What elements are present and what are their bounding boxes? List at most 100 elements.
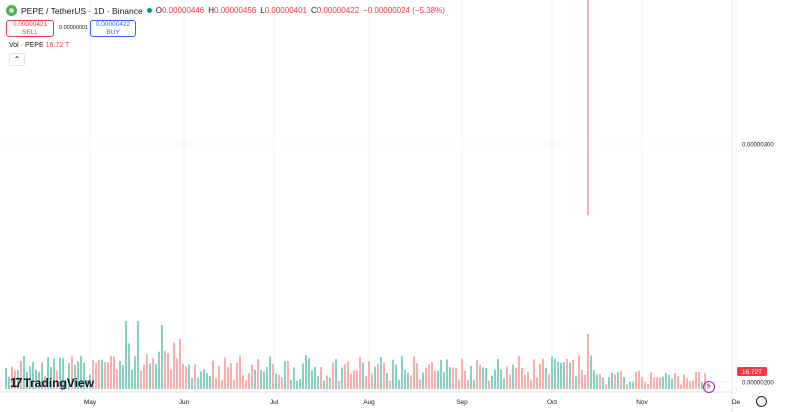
spread-value: 0.00000001	[59, 25, 89, 31]
volume-legend-value: 16.72 T	[45, 42, 70, 49]
volume-bar	[197, 377, 199, 389]
volume-bar	[50, 367, 52, 389]
volume-bar	[125, 321, 127, 389]
volume-bar	[428, 364, 430, 389]
volume-bar	[431, 362, 433, 389]
volume-bar	[644, 382, 646, 389]
x-tick-label: Nov	[636, 399, 648, 406]
sell-button[interactable]: 0.00000421 SELL	[6, 20, 54, 37]
volume-bar	[623, 377, 625, 389]
sell-label: SELL	[22, 29, 38, 36]
volume-bar	[158, 351, 160, 389]
volume-bar	[602, 377, 604, 389]
volume-bar	[320, 366, 322, 389]
volume-bar	[77, 361, 79, 389]
volume-bar	[353, 370, 355, 389]
buy-button[interactable]: 0.00000422 BUY	[90, 20, 136, 37]
volume-bar	[614, 374, 616, 389]
volume-bar	[38, 371, 40, 389]
lightning-icon[interactable]: ϟ	[703, 381, 715, 393]
volume-bar	[32, 362, 34, 389]
volume-bar	[74, 364, 76, 389]
chevron-up-icon: ⌃	[13, 55, 21, 64]
volume-bar	[17, 370, 19, 389]
volume-bar	[401, 355, 403, 389]
volume-bar	[656, 377, 658, 389]
volume-bar	[149, 363, 151, 389]
volume-bar	[548, 374, 550, 389]
volume-bar	[455, 368, 457, 389]
tradingview-logo[interactable]: 17 TradingView	[10, 375, 94, 390]
tradingview-icon: 17	[10, 375, 23, 390]
volume-bar	[629, 381, 631, 389]
volume-bar	[11, 366, 13, 389]
volume-bar	[299, 378, 301, 389]
collapse-legend-button[interactable]: ⌃	[9, 53, 25, 66]
volume-bar	[29, 366, 31, 389]
volume-bar	[500, 369, 502, 389]
volume-tag	[737, 367, 767, 376]
volume-bar	[473, 379, 475, 389]
volume-tag-label: 16.72T	[742, 369, 762, 376]
x-tick-label: Oct	[547, 399, 557, 406]
volume-bar	[80, 356, 82, 389]
volume-bar	[389, 380, 391, 389]
volume-bar	[416, 363, 418, 389]
volume-bar	[506, 366, 508, 389]
volume-bar	[518, 356, 520, 389]
volume-legend[interactable]: Vol · PEPE 16.72 T	[9, 42, 69, 49]
x-tick-label: Aug	[363, 399, 375, 406]
volume-bar	[308, 357, 310, 389]
volume-bar	[329, 377, 331, 389]
volume-bar	[317, 376, 319, 389]
symbol-title[interactable]: PEPE / TetherUS · 1D · Binance	[21, 5, 143, 16]
volume-bar	[35, 369, 37, 389]
volume-bar	[275, 373, 277, 389]
volume-bar	[287, 361, 289, 389]
volume-bar	[191, 377, 193, 389]
volume-bar	[593, 370, 595, 389]
volume-bar	[659, 377, 661, 389]
volume-bar	[446, 359, 448, 389]
volume-bar	[470, 365, 472, 389]
volume-bar	[107, 362, 109, 389]
volume-bar	[182, 364, 184, 389]
volume-bar	[305, 355, 307, 389]
volume-bar	[476, 359, 478, 389]
volume-bar	[284, 361, 286, 389]
volume-bar	[419, 379, 421, 389]
tradingview-wordmark: TradingView	[23, 375, 94, 390]
volume-bar	[542, 358, 544, 389]
volume-bar	[347, 361, 349, 389]
volume-bar	[701, 381, 703, 389]
volume-bar	[569, 362, 571, 389]
volume-bar	[20, 360, 22, 389]
volume-bar	[206, 373, 208, 389]
volume-bar	[368, 361, 370, 389]
volume-bar	[479, 364, 481, 389]
volume-bar	[452, 367, 454, 389]
volume-bar	[599, 374, 601, 389]
volume-bar	[596, 374, 598, 389]
volume-bar	[680, 384, 682, 389]
volume-bar	[539, 363, 541, 389]
volume-bar	[410, 375, 412, 389]
volume-bar	[281, 377, 283, 389]
volume-bar	[404, 370, 406, 389]
volume-bar	[290, 379, 292, 389]
volume-bar	[119, 360, 121, 389]
volume-bar	[176, 358, 178, 389]
volume-bar	[338, 380, 340, 389]
volume-bar	[41, 362, 43, 389]
volume-bar	[161, 325, 163, 389]
volume-bar	[611, 372, 613, 389]
y-tick-label: 0.00000200	[742, 381, 774, 387]
volume-bar	[170, 369, 172, 389]
volume-bar	[608, 377, 610, 389]
volume-bar	[236, 363, 238, 389]
settings-icon[interactable]	[756, 396, 767, 407]
volume-bar	[626, 383, 628, 389]
volume-bar	[395, 364, 397, 389]
volume-bar	[215, 377, 217, 389]
